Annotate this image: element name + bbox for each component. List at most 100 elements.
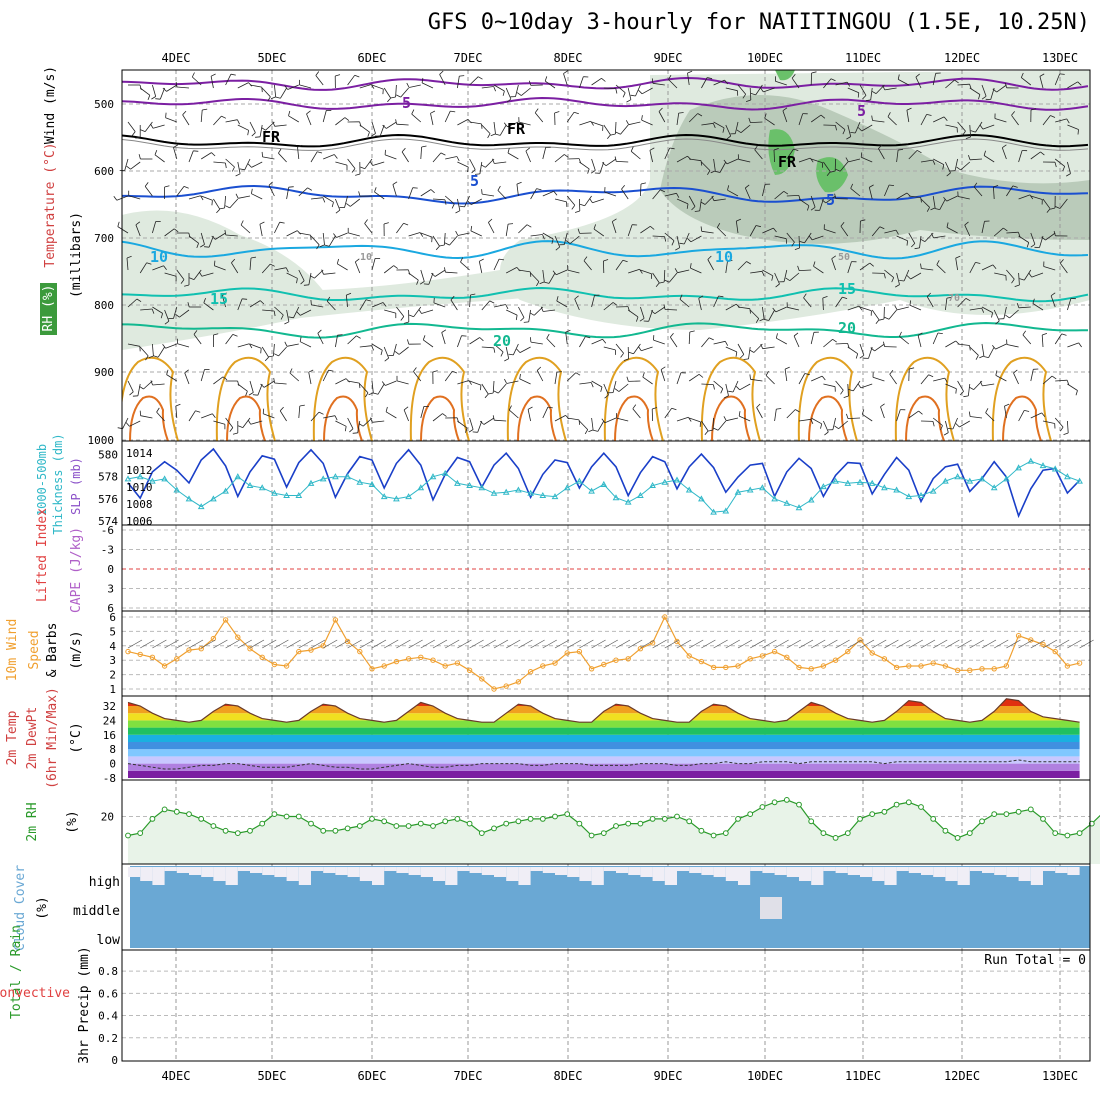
wind-barb [261,263,271,274]
wind-barb [251,161,263,168]
wind-speed-point [564,650,570,656]
wind-barb [1030,195,1043,200]
wind-barb-flag [584,429,589,435]
wind-barb-flag [808,235,813,241]
wind-barb [401,151,409,163]
wind-barb-flag [441,329,447,333]
wind-barb-flag [459,75,465,77]
thickness-point [332,473,339,480]
wind-barb-flag [914,247,920,250]
wind-barb-flag [623,358,629,361]
wind-barb [210,76,214,89]
wind-barb-flag [250,256,257,259]
wind-barb-flag [601,162,607,167]
wind-barb-flag [180,279,185,284]
thickness-point [197,503,205,510]
wind-barb [350,198,361,207]
wind-barb-flag [736,218,742,222]
wind-barb-flag [674,268,678,273]
wind-barb-flag [865,99,871,102]
wind-barb [787,306,800,311]
wind-barb [566,372,577,382]
wind-barb [519,378,531,385]
wind-barb-flag [126,255,132,259]
rh2m-point [564,811,571,817]
rh2m-point [893,801,900,808]
wind-barb-flag [1077,129,1079,135]
wind-barb-flag [694,210,700,212]
wind-barb-flag [909,300,911,306]
wind-barb-flag [1063,432,1069,435]
wind-barb-flag [1059,259,1064,264]
wind-barb [518,269,531,273]
wind-barb-flag [200,195,204,201]
wind-speed-point [540,663,546,669]
surface-wind-barb [481,639,496,649]
surface-wind-barb [981,639,997,649]
wind-barb-flag [975,262,981,264]
wind-barb [182,114,190,126]
wind-barb-flag [981,95,987,100]
wind-barb [1067,420,1069,434]
wind-barb [432,235,440,247]
cloud-gap [616,867,629,873]
wind-barb-flag [318,411,324,415]
surface-wind-barb [884,639,899,649]
rh2m-point [515,818,522,825]
wind-barb-flag [875,319,880,324]
wind-barb-flag [504,378,508,384]
rh2m-point [149,816,156,822]
wind-barb [967,383,971,396]
wind-barb [201,272,214,277]
wind-barb-flag [963,395,969,398]
thickness-point [222,487,229,494]
rh2m-point [393,823,400,829]
wind-barb-flag [564,154,569,158]
wind-barb [616,161,629,163]
wind-barb-flag [529,312,535,316]
wind-barb-flag [284,321,290,325]
wind-barb [658,111,666,123]
wind-barb-flag [760,87,764,93]
wind-barb [920,198,930,208]
wind-tick: 3 [109,654,116,667]
wind-barb [213,376,224,385]
wind-barb [527,409,531,422]
wind-barb-flag [722,127,725,133]
wind-barb [1021,77,1032,86]
wind-barb-flag [477,76,483,80]
wind-barb-flag [1020,72,1024,78]
wind-barb-flag [526,224,532,228]
wind-barb-flag [418,309,422,314]
surface-wind-barb [847,639,862,649]
wind-barb-flag [552,270,557,275]
wind-barb-flag [793,148,799,151]
wind-barb [764,117,775,126]
thickness-point [807,496,815,503]
wind-barb-flag [650,310,656,315]
wind-barb [566,195,576,206]
wind-barb [152,343,154,357]
wind-barb-flag [850,183,854,189]
wind-barb-flag [406,82,410,88]
wind-barb [287,84,299,90]
rh2m-point [759,804,766,810]
thickness-point [929,487,937,494]
wind-barb [945,124,958,128]
wind-barb-flag [374,187,377,193]
wind-barb [177,343,190,348]
wind-barb-flag [380,350,383,356]
temp-band [128,763,1080,771]
rh2m-point [1015,808,1022,815]
thickness-point [1064,473,1071,480]
wind-barb-flag [471,169,476,174]
wind-barb-flag [1004,403,1010,407]
wind-barb-flag [390,96,396,99]
wind-barb [257,383,263,396]
contour-label: 20 [838,319,856,337]
wind-barb-flag [773,227,777,233]
wind-barb-flag [297,230,301,235]
cloud-gap [1030,867,1043,885]
rh2m-point [686,818,693,825]
wind-barb-flag [675,247,680,251]
